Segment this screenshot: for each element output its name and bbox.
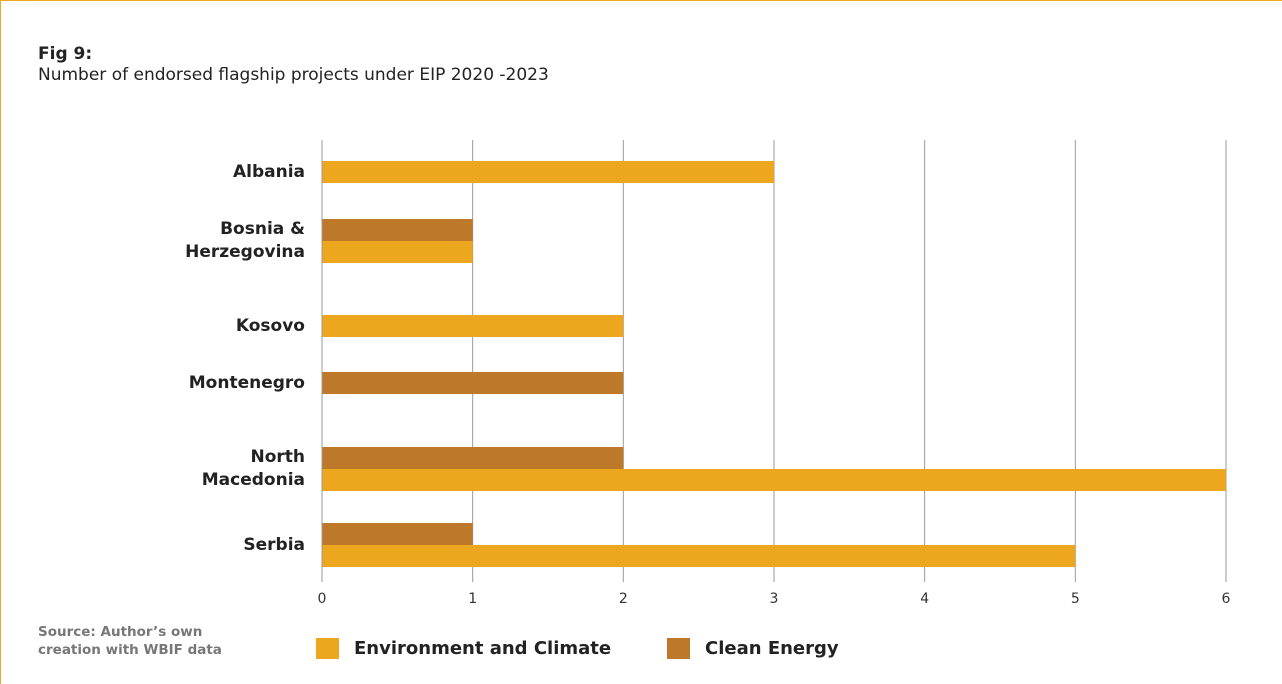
x-tick-label: 6 <box>1222 591 1231 607</box>
category-label: Serbia <box>243 534 305 555</box>
x-tick-label: 0 <box>318 591 327 607</box>
x-tick-label: 5 <box>1071 591 1080 607</box>
category-label: Montenegro <box>188 372 305 393</box>
category-label: Bosnia & Herzegovina <box>185 219 305 262</box>
bar-environment-climate <box>322 241 473 263</box>
bar-environment-climate <box>322 545 1076 567</box>
bar-clean-energy <box>322 372 624 394</box>
legend-item-environment: Environment and Climate <box>316 637 611 659</box>
bar-clean-energy <box>322 523 473 545</box>
bar-clean-energy <box>322 219 473 241</box>
x-tick-label: 2 <box>619 591 628 607</box>
figure-title: Number of endorsed flagship projects und… <box>38 65 549 85</box>
source-note: Source: Author’s own creation with WBIF … <box>38 624 222 658</box>
category-label: Kosovo <box>235 315 305 336</box>
x-tick-label: 4 <box>920 591 929 607</box>
bar-environment-climate <box>322 161 774 183</box>
legend-label-clean-energy: Clean Energy <box>705 637 839 659</box>
bar-clean-energy <box>322 447 624 469</box>
category-label: North Macedonia <box>201 447 305 490</box>
figure-label: Fig 9: <box>38 44 93 64</box>
category-label: Albania <box>232 161 305 182</box>
legend-swatch-clean-energy <box>667 637 690 659</box>
legend-item-clean-energy: Clean Energy <box>667 637 839 659</box>
bar-environment-climate <box>322 315 624 337</box>
x-tick-label: 1 <box>468 591 477 607</box>
legend-swatch-environment <box>316 637 339 659</box>
legend-label-environment: Environment and Climate <box>354 637 612 659</box>
bar-environment-climate <box>322 469 1226 491</box>
x-tick-label: 3 <box>770 591 779 607</box>
